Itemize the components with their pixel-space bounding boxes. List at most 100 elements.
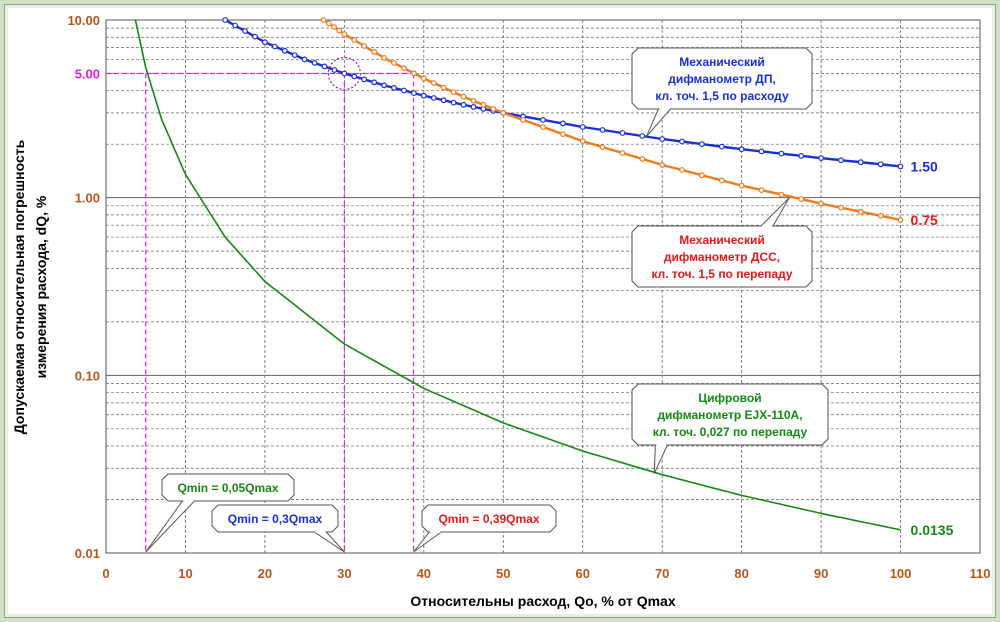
x-tick-label: 20 — [258, 566, 272, 581]
series-point-1 — [838, 157, 844, 164]
series-point-2 — [351, 37, 358, 43]
x-tick-label: 50 — [496, 566, 510, 581]
y-tick-label: 0.10 — [75, 368, 100, 383]
series-point-2 — [420, 75, 427, 82]
series-point-2 — [430, 80, 437, 86]
series-point-2 — [897, 216, 904, 223]
series-point-2 — [480, 101, 487, 108]
series-point-1 — [659, 136, 666, 142]
intersection-circle — [327, 56, 362, 91]
series-point-2 — [490, 105, 497, 112]
x-tick-label: 90 — [814, 566, 828, 581]
series-point-1 — [560, 120, 566, 127]
x-tick-label: 30 — [337, 566, 351, 581]
series-point-2 — [361, 43, 368, 49]
series-point-1 — [450, 99, 457, 106]
series-point-2 — [619, 150, 626, 156]
series-point-2 — [599, 144, 606, 151]
callout-qmin-2: Qmin = 0,3Qmax — [211, 504, 345, 553]
series-point-1 — [222, 17, 229, 23]
x-tick-label: 100 — [890, 566, 912, 581]
series-point-1 — [232, 22, 239, 29]
callout-dss: Механический дифманометр ДСС, кл. точ. 1,5… — [631, 197, 813, 288]
callout-dp-text: дифманометр ДП, — [668, 72, 776, 86]
series-group: 1.50 0.75 0.0135 — [134, 17, 954, 538]
series-point-2 — [540, 124, 546, 130]
series-point-1 — [252, 33, 258, 40]
callout-qmin-2-text: Qmin = 0,3Qmax — [228, 512, 323, 526]
series-point-1 — [401, 87, 407, 94]
grid — [106, 20, 980, 553]
series-point-2 — [778, 191, 785, 198]
x-tick-label: 70 — [655, 566, 669, 581]
callout-dp-text: кл. точ. 1,5 по расходу — [655, 89, 789, 103]
series-point-2 — [699, 172, 705, 179]
series-point-2 — [440, 84, 447, 91]
series-point-2 — [758, 187, 765, 194]
series-point-2 — [838, 204, 844, 211]
x-tick-label: 0 — [102, 566, 109, 581]
y-tick-label: 10.00 — [67, 13, 100, 28]
y-axis-title-line2: измерения расхода, dQ, % — [33, 195, 49, 378]
series-point-1 — [877, 161, 884, 168]
y-tick-label: 0.01 — [75, 546, 100, 561]
callout-qmin-3-text: Qmin = 0,39Qmax — [438, 512, 539, 526]
callout-ejx-text: кл. точ. 0,027 по перепаду — [653, 425, 808, 439]
series-point-2 — [411, 70, 417, 77]
y-tick-label: 1.00 — [75, 191, 100, 206]
series-point-1 — [440, 97, 447, 104]
callout-dp-box — [631, 47, 813, 110]
series-line-3 — [134, 19, 901, 531]
series-point-1 — [470, 103, 477, 110]
series-point-1 — [311, 60, 318, 66]
callout-dss-text: кл. точ. 1,5 по перепаду — [651, 267, 792, 281]
series-end-label-3: 0.0135 — [911, 522, 954, 538]
series-point-1 — [738, 146, 745, 153]
series-point-2 — [391, 60, 397, 66]
series-point-2 — [500, 109, 507, 116]
series-point-1 — [818, 155, 824, 162]
tick-labels: 0 10 20 30 40 50 60 70 80 90 100 110 10.00 5.00 1.00 0.… — [67, 13, 990, 581]
callout-qmin-1: Qmin = 0,05Qmax — [145, 473, 295, 553]
series-point-1 — [897, 163, 904, 170]
callouts: Механический дифманометр ДП, кл. точ. 1,5 … — [145, 47, 829, 553]
series-point-2 — [336, 27, 343, 34]
series-point-1 — [301, 56, 308, 63]
series-point-1 — [371, 79, 378, 86]
series-point-1 — [281, 47, 288, 54]
callout-qmin-3-box — [421, 504, 557, 533]
callout-dss-text: Механический — [679, 233, 764, 247]
series-point-1 — [351, 73, 358, 80]
series-point-1 — [798, 152, 805, 159]
series-end-label-2: 0.75 — [911, 212, 938, 228]
series-point-1 — [381, 82, 388, 89]
series-point-2 — [718, 177, 725, 184]
series-point-1 — [331, 67, 338, 73]
callout-dss-text: дифманометр ДСС, — [664, 250, 780, 264]
series-point-2 — [560, 131, 566, 138]
series-point-2 — [450, 89, 457, 95]
series-point-1 — [778, 150, 785, 157]
series-point-2 — [679, 167, 685, 173]
callout-ejx: Цифровой дифманометр EJX-110A, кл. точ. 0,… — [631, 383, 829, 474]
series-point-2 — [341, 31, 348, 37]
series-point-2 — [381, 55, 388, 61]
callout-qmin-1-text: Qmin = 0,05Qmax — [177, 481, 278, 495]
series-point-1 — [411, 90, 417, 96]
series-point-1 — [679, 138, 685, 145]
guides — [106, 56, 415, 553]
x-tick-label: 60 — [575, 566, 589, 581]
series-point-2 — [877, 212, 884, 219]
series-point-1 — [599, 127, 606, 133]
x-tick-label: 10 — [178, 566, 192, 581]
series-point-1 — [341, 70, 348, 77]
series-point-1 — [460, 101, 467, 108]
callout-dp-text: Механический — [679, 55, 764, 69]
series-point-2 — [659, 161, 666, 168]
series-point-2 — [520, 117, 526, 123]
series-point-2 — [401, 65, 407, 72]
series-point-2 — [320, 17, 327, 23]
callout-qmin-2-box — [211, 504, 339, 533]
series-point-1 — [540, 116, 546, 123]
